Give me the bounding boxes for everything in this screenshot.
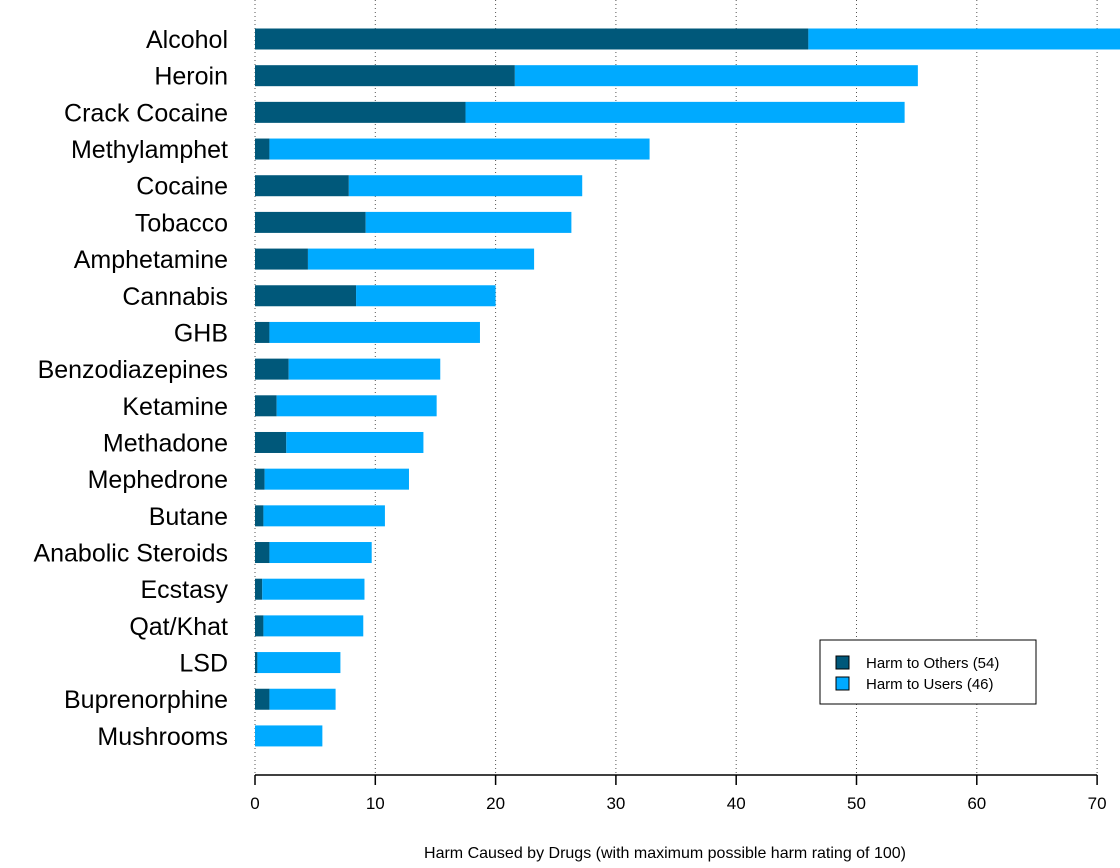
x-axis-label: Harm Caused by Drugs (with maximum possi…: [424, 845, 906, 862]
bar-others: [255, 615, 264, 637]
category-label: Benzodiazepines: [38, 356, 228, 384]
bar-users: [269, 688, 336, 710]
legend-box: [819, 639, 1037, 705]
x-tick-label: 0: [250, 794, 259, 813]
bar-users: [262, 578, 365, 600]
category-label: Butane: [149, 503, 228, 531]
legend-swatch-users: [835, 676, 850, 691]
category-label: Ketamine: [122, 393, 228, 421]
x-axis: 0 10 20 30 40 50 60 70: [250, 774, 1107, 813]
bar-users: [276, 395, 437, 417]
bar-users: [269, 542, 372, 564]
bar-others: [255, 28, 809, 50]
bar-others: [255, 321, 270, 343]
bar-others: [255, 101, 466, 123]
bar-others: [255, 542, 270, 564]
bars: [255, 28, 1120, 747]
legend-swatch-others: [835, 655, 850, 670]
bar-others: [255, 65, 515, 87]
bar-others: [255, 211, 366, 233]
x-tick-label: 60: [967, 794, 986, 813]
bar-users: [286, 431, 424, 453]
bar-others: [255, 468, 265, 490]
legend-label-others: Harm to Others (54): [866, 655, 999, 672]
category-label: Mushrooms: [97, 723, 228, 751]
bar-others: [255, 652, 258, 674]
bar-users: [263, 615, 364, 637]
bar-others: [255, 578, 263, 600]
x-tick-label: 50: [847, 794, 866, 813]
bar-others: [255, 358, 289, 380]
bar-others: [255, 248, 308, 270]
category-label: GHB: [174, 319, 228, 347]
legend-label-users: Harm to Users (46): [866, 676, 994, 693]
bar-users: [257, 652, 341, 674]
bar-users: [808, 28, 1120, 50]
category-label: Ecstasy: [140, 576, 228, 604]
bar-users: [356, 285, 496, 307]
bar-users: [465, 101, 905, 123]
category-label: Heroin: [154, 63, 228, 91]
category-label: Cannabis: [122, 283, 228, 311]
bar-users: [269, 321, 480, 343]
category-label: LSD: [179, 650, 228, 678]
bar-users: [269, 138, 650, 160]
x-tick-label: 10: [366, 794, 385, 813]
category-label: Qat/Khat: [129, 613, 228, 641]
x-tick-label: 40: [727, 794, 746, 813]
bar-others: [255, 505, 264, 527]
bar-others: [255, 138, 270, 160]
category-label: Methylamphet: [71, 136, 228, 164]
x-tick-label: 70: [1088, 794, 1107, 813]
bar-users: [288, 358, 441, 380]
bar-others: [255, 395, 277, 417]
category-label: Methadone: [103, 429, 228, 457]
category-label: Buprenorphine: [64, 686, 228, 714]
category-label: Alcohol: [146, 26, 228, 54]
bar-users: [348, 175, 583, 197]
bar-users: [514, 65, 918, 87]
category-label: Amphetamine: [74, 246, 228, 274]
category-label: Cocaine: [136, 173, 228, 201]
bar-users: [264, 468, 409, 490]
category-labels: Alcohol Heroin Crack Cocaine Methylamphet Co…: [33, 26, 228, 751]
bar-others: [255, 688, 270, 710]
x-tick-label: 30: [606, 794, 625, 813]
category-label: Mephedrone: [88, 466, 228, 494]
bar-users: [365, 211, 572, 233]
legend: Harm to Others (54) Harm to Users (46): [819, 639, 1037, 705]
category-label: Anabolic Steroids: [33, 540, 228, 568]
bar-users: [255, 725, 323, 747]
bar-others: [255, 431, 287, 453]
bar-users: [307, 248, 535, 270]
category-label: Tobacco: [135, 209, 228, 237]
bar-others: [255, 175, 349, 197]
bar-others: [255, 285, 357, 307]
category-label: Crack Cocaine: [64, 99, 228, 127]
bar-users: [263, 505, 385, 527]
x-tick-label: 20: [486, 794, 505, 813]
